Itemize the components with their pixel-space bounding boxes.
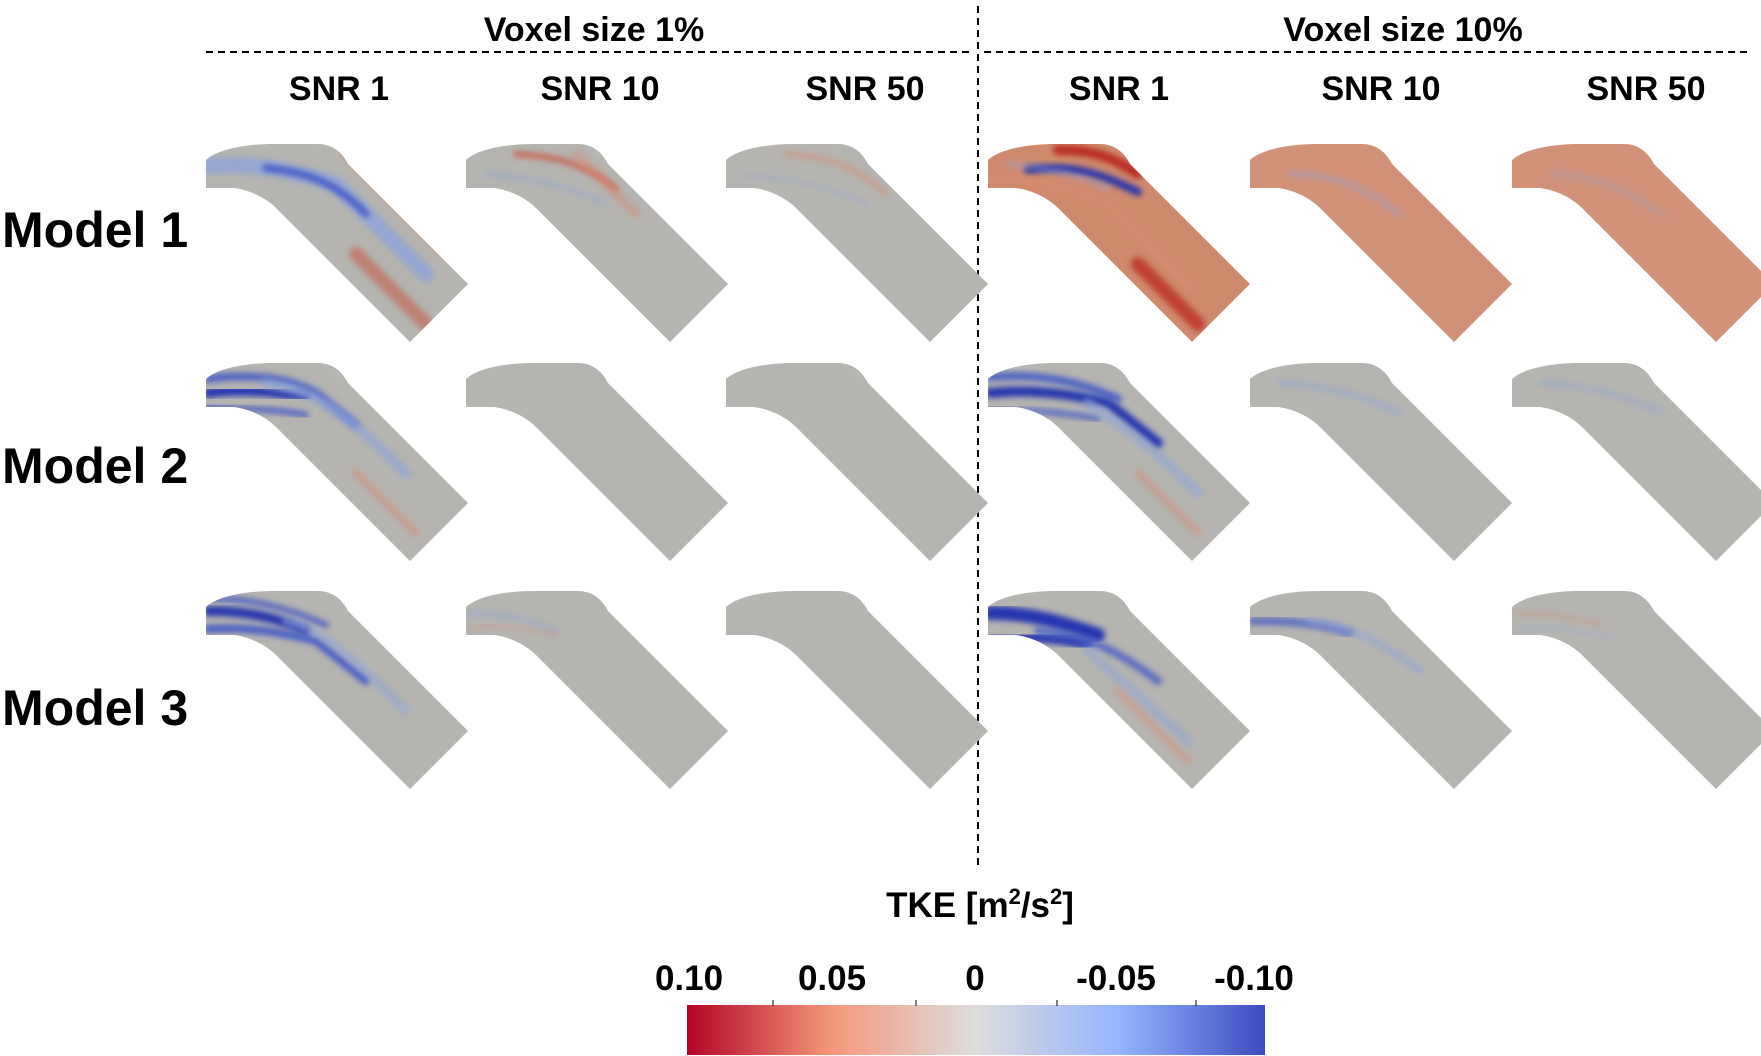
flow-domain <box>726 363 988 561</box>
group-header-voxel-1: Voxel size 1% <box>484 11 705 49</box>
tke-streak <box>988 173 1193 289</box>
colorbar-tick-label: -0.10 <box>1214 959 1294 998</box>
flow-domain <box>1250 144 1512 342</box>
flow-panel <box>988 363 1250 561</box>
flow-panel <box>726 363 988 561</box>
tke-streak <box>988 386 1163 448</box>
tke-streak <box>1277 380 1403 416</box>
colorbar-tick-label: -0.05 <box>1076 959 1156 998</box>
tke-streak <box>1005 161 1111 191</box>
tke-streak <box>572 150 640 218</box>
flow-panel <box>206 144 468 342</box>
tke-streak <box>1287 171 1403 217</box>
flow-panel <box>1250 144 1512 342</box>
tke-streak <box>352 469 420 537</box>
tke-streak <box>206 595 329 628</box>
flow-domain <box>1512 144 1761 342</box>
tke-streak <box>206 624 370 685</box>
tke-streak <box>206 372 360 429</box>
flow-panel <box>1250 363 1512 561</box>
colorbar <box>687 1005 1265 1055</box>
flow-panel <box>726 591 988 789</box>
tke-streak <box>349 247 433 331</box>
flow-panel <box>466 363 728 561</box>
tke-streak <box>1568 160 1686 218</box>
colorbar-title: TKE [m2/s2] <box>886 884 1074 925</box>
flow-panel <box>466 144 728 342</box>
colorbar-ticks <box>772 1000 1197 1006</box>
tke-streak <box>466 624 558 637</box>
flow-domain <box>466 363 728 561</box>
col-header-snr: SNR 10 <box>540 70 659 108</box>
flow-domain <box>1250 591 1512 789</box>
tke-streak <box>466 610 559 634</box>
flow-domain <box>1512 591 1761 789</box>
tke-streak <box>1512 611 1604 627</box>
row-label-model-3: Model 3 <box>2 680 188 736</box>
tke-streak <box>1083 646 1193 746</box>
flow-domain <box>726 591 988 789</box>
tke-streak <box>743 173 869 207</box>
tke-streak <box>1134 469 1202 537</box>
flow-domain <box>206 144 468 342</box>
flow-panel <box>1512 591 1761 789</box>
tke-streak <box>1539 380 1665 416</box>
flow-domain <box>206 591 468 789</box>
flow-domain <box>466 144 728 342</box>
col-header-snr: SNR 50 <box>805 70 924 108</box>
tke-panels <box>206 144 1761 789</box>
colorbar-tick-label: 0 <box>965 959 984 998</box>
flow-domain <box>466 591 728 789</box>
col-header-snr: SNR 50 <box>1586 70 1705 108</box>
tke-streak <box>988 606 1105 642</box>
flow-panel <box>988 144 1250 342</box>
row-label-model-1: Model 1 <box>2 202 188 258</box>
flow-panel <box>1250 591 1512 789</box>
col-header-snr: SNR 1 <box>1069 70 1169 108</box>
flow-domain <box>726 144 988 342</box>
flow-panel <box>1512 144 1761 342</box>
tke-streak <box>1306 160 1424 218</box>
tke-streak <box>483 171 609 207</box>
flow-panel <box>206 591 468 789</box>
tke-streak <box>1549 171 1665 217</box>
tke-streak <box>1512 625 1614 639</box>
col-header-snr: SNR 10 <box>1321 70 1440 108</box>
flow-panel <box>466 591 728 789</box>
flow-domain <box>1250 363 1512 561</box>
tke-streak <box>262 164 370 218</box>
tke-streak <box>783 151 889 197</box>
tke-streak <box>1306 617 1424 675</box>
tke-streak <box>1053 145 1143 179</box>
flow-panel <box>726 144 988 342</box>
tke-streak <box>988 371 1122 403</box>
tke-streak <box>1114 687 1192 765</box>
flow-panel <box>988 591 1250 789</box>
flow-panel <box>1512 363 1761 561</box>
group-header-voxel-10: Voxel size 10% <box>1283 11 1522 49</box>
tke-streak <box>1034 627 1162 685</box>
tke-streak <box>1131 257 1205 331</box>
row-label-model-2: Model 2 <box>2 438 188 494</box>
colorbar-tick-label: 0.05 <box>798 959 866 998</box>
tke-streak <box>261 378 411 478</box>
colorbar-tick-label: 0.10 <box>655 959 723 998</box>
flow-panel <box>206 363 468 561</box>
col-header-snr: SNR 1 <box>289 70 389 108</box>
flow-domain <box>988 144 1250 342</box>
tke-streak <box>1083 398 1203 498</box>
tke-streak <box>282 617 410 715</box>
flow-domain <box>1512 363 1761 561</box>
